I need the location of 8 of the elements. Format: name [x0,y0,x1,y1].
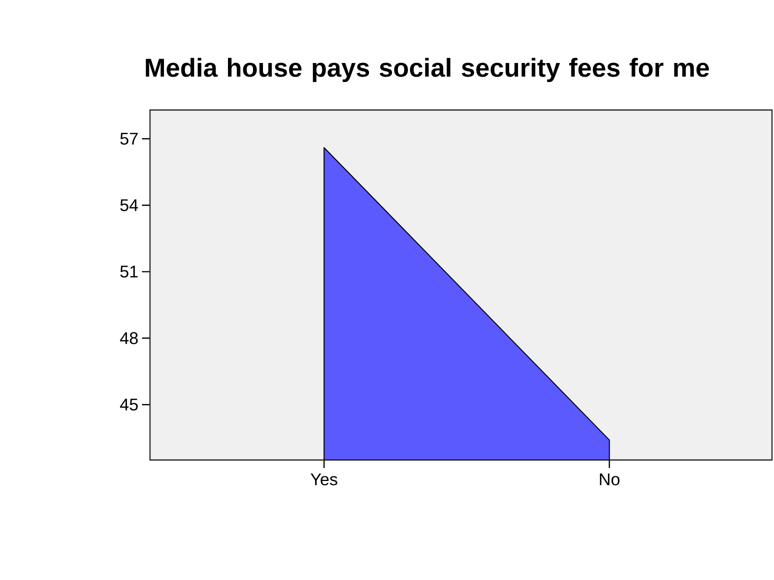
chart-title: Media house pays social security fees for me [146,58,709,82]
x-tick-label: Yes [310,474,338,486]
y-tick-label: 57 [120,132,138,145]
y-tick-label: 45 [120,398,138,411]
y-tick-label: 48 [120,332,138,344]
y-tick-label: 51 [120,266,138,278]
x-tick-label: No [600,474,620,486]
y-tick-label: 54 [120,199,138,212]
